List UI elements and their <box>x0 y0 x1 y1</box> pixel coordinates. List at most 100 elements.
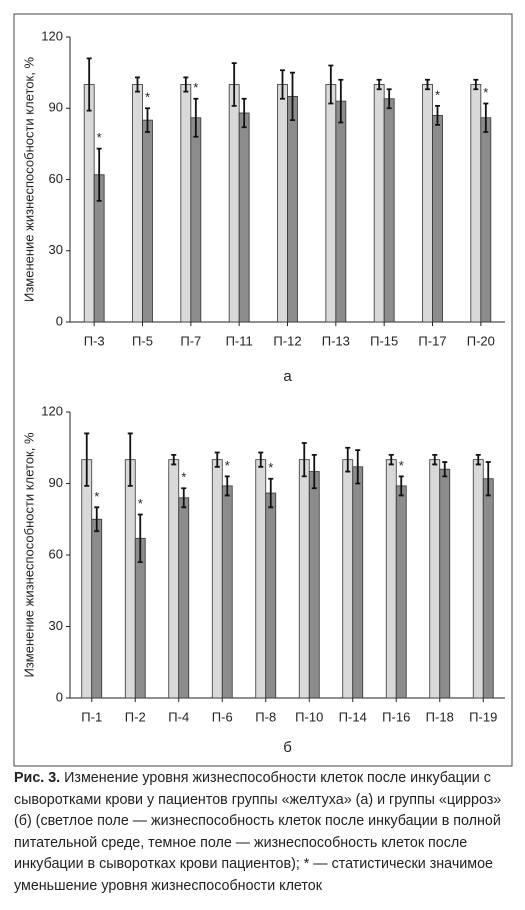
y-axis-title: Изменение жизнеспособности клеток, % <box>21 57 36 302</box>
x-tick-label: П-2 <box>125 709 146 724</box>
x-tick-label: П-13 <box>322 333 350 348</box>
error-bar <box>301 442 307 478</box>
error-bar <box>86 57 92 112</box>
error-bar <box>214 451 220 468</box>
significance-mark: * <box>399 458 404 473</box>
error-bar <box>193 97 199 138</box>
error-bar <box>127 432 133 487</box>
x-tick-label: П-15 <box>370 333 398 348</box>
bar <box>180 84 192 323</box>
frame <box>13 13 513 767</box>
error-bar <box>328 64 334 105</box>
bar <box>255 459 267 699</box>
bar <box>482 478 494 699</box>
bar <box>429 459 441 699</box>
bar <box>325 84 337 323</box>
error-bar <box>94 506 100 533</box>
bar <box>265 492 277 699</box>
y-tick-label: 120 <box>41 28 63 43</box>
bar <box>124 459 136 699</box>
x-tick-label: П-16 <box>382 709 410 724</box>
x-tick-label: П-17 <box>418 333 446 348</box>
x-tick-label: П-7 <box>180 333 201 348</box>
caption: Рис. 3. Изменение уровня жизнеспособност… <box>14 768 512 897</box>
panel-label: а <box>283 368 292 385</box>
bar <box>277 84 288 323</box>
x-tick-label: П-14 <box>339 709 367 724</box>
y-tick-label: 90 <box>49 100 63 115</box>
bar <box>480 117 492 323</box>
error-bar <box>231 62 237 107</box>
bar <box>395 485 407 699</box>
error-bar <box>388 454 394 466</box>
x-tick-label: П-6 <box>212 709 233 724</box>
bar <box>439 468 451 699</box>
bar <box>287 95 298 323</box>
error-bar <box>224 475 230 497</box>
bar <box>132 84 143 323</box>
bar <box>308 471 320 699</box>
x-tick-label: П-1 <box>81 709 102 724</box>
bar <box>168 459 180 699</box>
error-bar <box>376 78 382 91</box>
error-bar <box>355 449 361 485</box>
bar <box>470 84 482 323</box>
y-tick-label: 30 <box>49 618 63 633</box>
error-bar <box>398 475 404 497</box>
error-bar <box>171 454 177 466</box>
error-bar <box>181 487 187 509</box>
error-bar <box>425 78 430 91</box>
error-bar <box>483 102 489 133</box>
bar <box>298 459 310 699</box>
y-tick-label: 90 <box>49 475 63 490</box>
error-bar <box>473 78 479 91</box>
bar <box>352 466 364 699</box>
significance-mark: * <box>138 496 143 511</box>
error-bar <box>485 461 491 497</box>
error-bar <box>442 461 448 478</box>
x-tick-label: П-19 <box>469 709 497 724</box>
y-tick-label: 0 <box>56 313 63 328</box>
x-tick-label: П-5 <box>132 333 153 348</box>
bar <box>83 84 95 323</box>
significance-mark: * <box>97 130 102 145</box>
bar <box>228 84 240 323</box>
bar <box>91 518 103 699</box>
bar <box>221 485 233 699</box>
y-tick-label: 30 <box>49 242 63 257</box>
y-tick-label: 0 <box>56 689 63 704</box>
bar <box>373 84 385 323</box>
error-bar <box>338 78 344 124</box>
panel-label: б <box>283 739 292 756</box>
bar <box>385 459 397 699</box>
error-bar <box>290 71 295 122</box>
x-tick-label: П-8 <box>255 709 276 724</box>
error-bar <box>386 88 392 110</box>
bar <box>211 459 223 699</box>
x-tick-label: П-10 <box>295 709 323 724</box>
error-bar <box>345 446 351 473</box>
error-bar <box>435 104 440 126</box>
error-bar <box>137 513 143 564</box>
x-tick-label: П-12 <box>273 333 301 348</box>
error-bar <box>145 107 150 133</box>
error-bar <box>475 454 481 466</box>
x-tick-label: П-20 <box>467 333 495 348</box>
error-bar <box>241 97 247 129</box>
error-bar <box>183 76 189 93</box>
significance-mark: * <box>145 90 150 105</box>
significance-mark: * <box>193 80 198 95</box>
significance-mark: * <box>181 470 186 485</box>
caption-label: Рис. 3. <box>14 770 61 786</box>
significance-mark: * <box>483 85 488 100</box>
x-tick-label: П-11 <box>226 333 253 348</box>
error-bar <box>280 69 285 100</box>
significance-mark: * <box>94 489 99 504</box>
significance-mark: * <box>435 87 440 102</box>
bar <box>190 117 202 323</box>
y-tick-label: 60 <box>49 546 63 561</box>
caption-text: Изменение уровня жизнеспособности клеток… <box>14 770 502 894</box>
y-axis-title: Изменение жизнеспособности клеток, % <box>21 432 36 677</box>
error-bar <box>258 451 264 468</box>
